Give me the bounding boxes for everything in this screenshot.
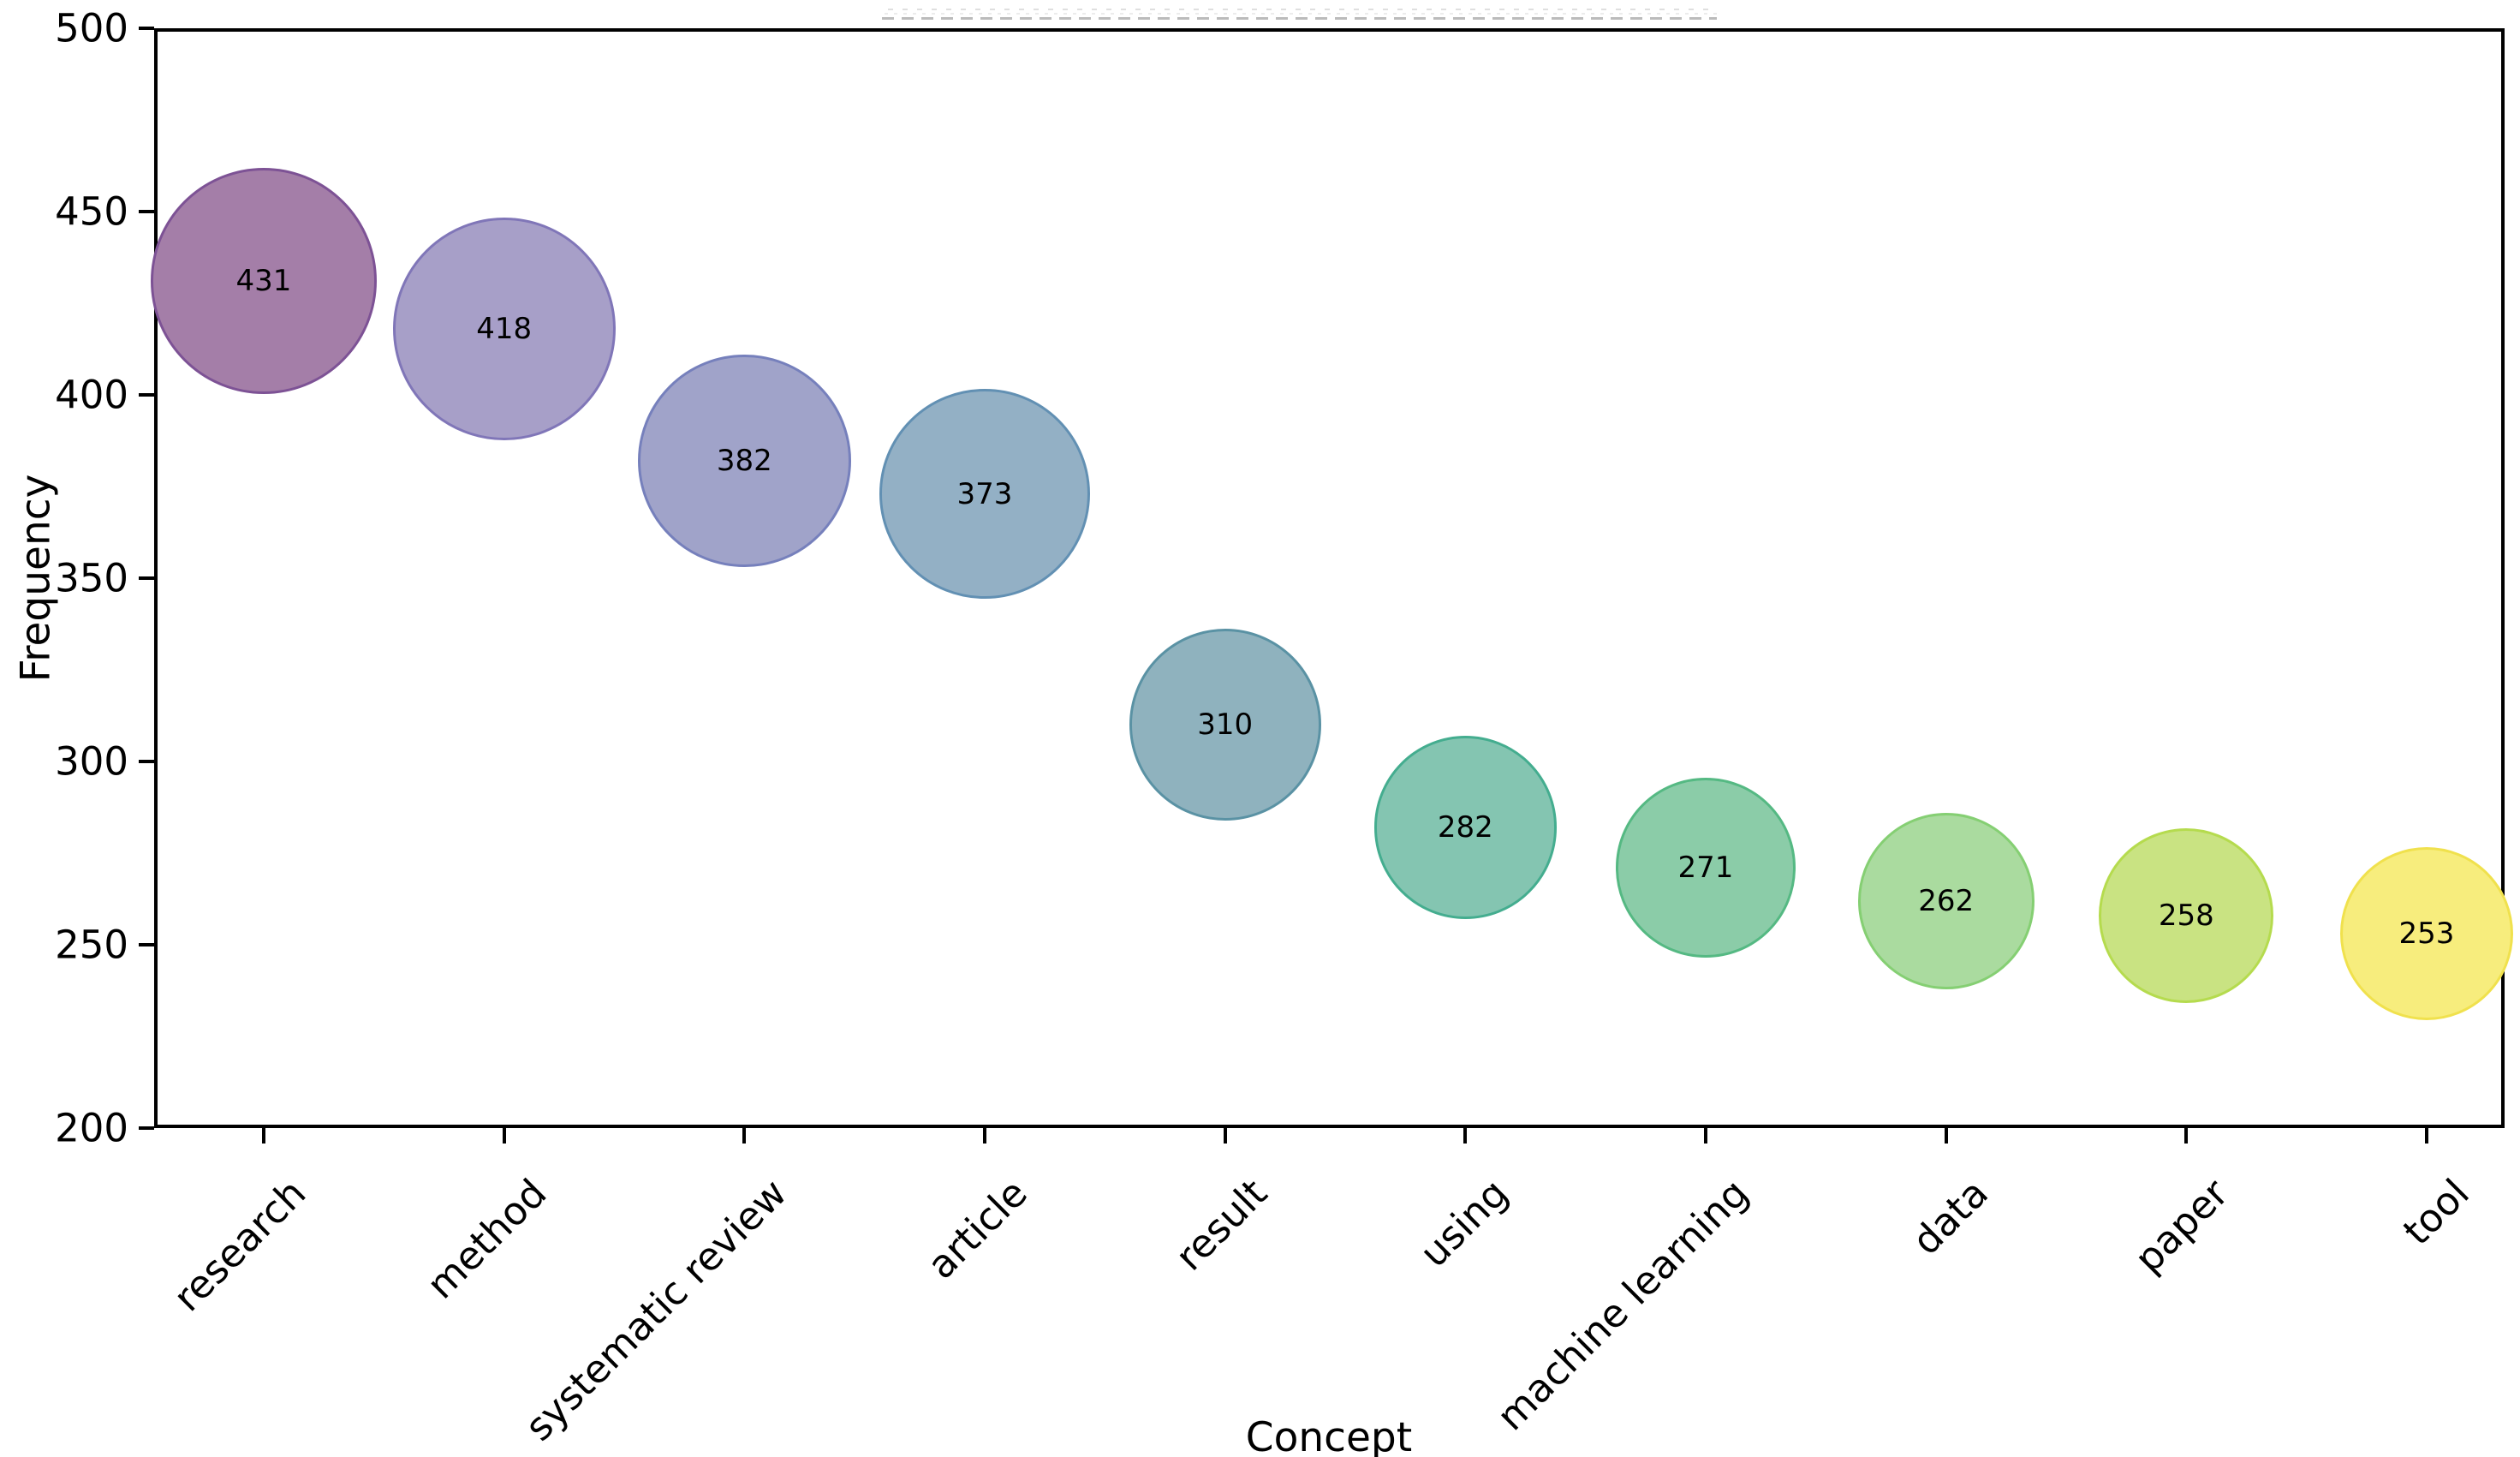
x-tick-label-using: using bbox=[1410, 1170, 1516, 1276]
bubble-using: 282 bbox=[1373, 736, 1558, 919]
y-tick-mark-500 bbox=[139, 27, 154, 30]
y-tick-mark-200 bbox=[139, 1126, 154, 1130]
y-tick-mark-350 bbox=[139, 576, 154, 580]
bubble-value-tool: 253 bbox=[2398, 917, 2455, 952]
bubble-result: 310 bbox=[1129, 629, 1321, 821]
y-tick-label-250: 250 bbox=[55, 922, 128, 968]
y-tick-label-400: 400 bbox=[55, 372, 128, 418]
x-tick-mark-result bbox=[1223, 1128, 1227, 1144]
y-tick-label-200: 200 bbox=[55, 1105, 128, 1151]
bubble-value-machine-learning: 271 bbox=[1677, 851, 1734, 886]
y-tick-label-300: 300 bbox=[55, 738, 128, 785]
x-tick-mark-paper bbox=[2184, 1128, 2189, 1144]
bubble-value-article: 373 bbox=[956, 476, 1013, 511]
x-tick-mark-using bbox=[1463, 1128, 1468, 1144]
bubble-article: 373 bbox=[879, 388, 1090, 600]
y-tick-mark-250 bbox=[139, 943, 154, 946]
bubble-research: 431 bbox=[151, 168, 377, 395]
x-tick-mark-article bbox=[983, 1128, 986, 1144]
bubble-value-result: 310 bbox=[1197, 708, 1254, 743]
x-tick-label-tool: tool bbox=[2393, 1170, 2478, 1254]
x-tick-mark-tool bbox=[2425, 1128, 2428, 1144]
y-tick-label-500: 500 bbox=[55, 5, 128, 51]
bubble-value-paper: 258 bbox=[2158, 898, 2214, 933]
bubble-tool: 253 bbox=[2339, 847, 2514, 1021]
x-tick-mark-systematic-review bbox=[742, 1128, 747, 1144]
x-tick-mark-method bbox=[502, 1128, 506, 1144]
bubble-machine-learning: 271 bbox=[1616, 778, 1796, 958]
x-tick-label-systematic-review: systematic review bbox=[515, 1170, 795, 1450]
x-axis-label: Concept bbox=[1245, 1414, 1413, 1457]
bubble-data: 262 bbox=[1857, 812, 2034, 989]
y-tick-mark-300 bbox=[139, 760, 154, 763]
bubble-paper: 258 bbox=[2099, 827, 2274, 1003]
x-tick-label-data: data bbox=[1903, 1170, 1998, 1264]
x-tick-mark-data bbox=[1944, 1128, 1948, 1144]
bubble-value-data: 262 bbox=[1918, 883, 1975, 918]
y-tick-mark-400 bbox=[139, 393, 154, 397]
bubble-method: 418 bbox=[392, 217, 616, 440]
y-axis-label: Frequency bbox=[12, 474, 60, 683]
bubble-value-method: 418 bbox=[476, 311, 533, 346]
x-tick-label-paper: paper bbox=[2125, 1170, 2237, 1282]
bubble-systematic-review: 382 bbox=[638, 354, 851, 568]
x-tick-label-research: research bbox=[164, 1170, 315, 1321]
y-tick-label-450: 450 bbox=[55, 188, 128, 235]
x-tick-mark-machine-learning bbox=[1704, 1128, 1707, 1144]
x-tick-label-machine-learning: machine learning bbox=[1487, 1170, 1757, 1440]
bubble-value-systematic-review: 382 bbox=[716, 444, 772, 479]
bubble-value-using: 282 bbox=[1437, 810, 1493, 845]
x-tick-label-method: method bbox=[417, 1170, 556, 1308]
x-tick-label-article: article bbox=[918, 1170, 1036, 1288]
y-tick-mark-450 bbox=[139, 210, 154, 213]
bubble-value-research: 431 bbox=[235, 264, 292, 299]
x-tick-label-result: result bbox=[1166, 1170, 1277, 1280]
y-tick-label-350: 350 bbox=[55, 555, 128, 601]
x-tick-mark-research bbox=[262, 1128, 265, 1144]
clipped-title-fragments bbox=[882, 3, 1717, 24]
